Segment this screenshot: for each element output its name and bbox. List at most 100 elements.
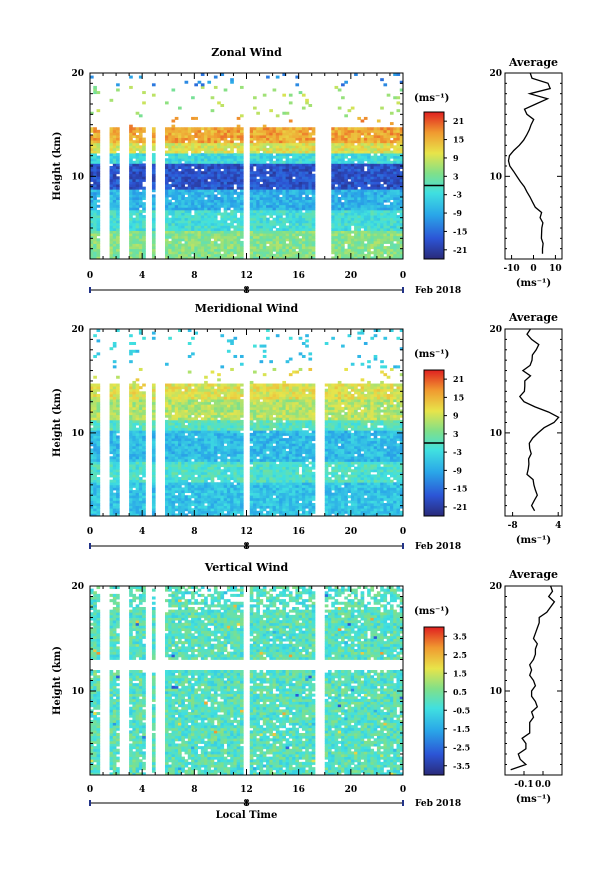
heatmap-cell	[164, 135, 169, 138]
heatmap-cell	[174, 166, 179, 169]
heatmap-cell	[213, 127, 218, 131]
heatmap-cell	[226, 240, 231, 244]
heatmap-cell	[96, 466, 101, 470]
heatmap-cell	[292, 127, 296, 131]
heatmap-cell	[354, 251, 358, 255]
heatmap-cell	[334, 225, 339, 229]
heatmap-cell	[266, 251, 270, 255]
heatmap-cell	[213, 228, 218, 231]
heatmap-cell	[178, 430, 182, 434]
heatmap-cell	[138, 505, 143, 509]
heatmap-cell	[223, 127, 228, 131]
heatmap-cell	[116, 386, 120, 390]
heatmap-cell	[129, 458, 133, 462]
heatmap-cell	[132, 220, 137, 224]
heatmap-cell	[305, 225, 309, 229]
heatmap-cell	[393, 222, 397, 226]
heatmap-cell	[116, 401, 120, 405]
heatmap-cell	[363, 230, 368, 234]
heatmap-cell	[305, 127, 309, 131]
heatmap-cell	[396, 147, 401, 151]
heatmap-cell	[135, 445, 140, 449]
heatmap-cell	[168, 383, 172, 387]
heatmap-cell	[295, 202, 300, 206]
heatmap-cell	[262, 142, 267, 146]
heatmap-cell	[135, 215, 140, 219]
heatmap-cell	[308, 253, 313, 257]
heatmap-cell	[200, 153, 205, 157]
heatmap-cell	[236, 124, 241, 128]
heatmap-cell	[207, 186, 212, 190]
heatmap-cell	[187, 163, 192, 167]
heatmap-cell	[301, 129, 306, 133]
heatmap-cell	[96, 150, 101, 154]
heatmap-cell	[217, 155, 221, 159]
heatmap-cell	[210, 140, 215, 144]
heatmap-cell	[93, 503, 97, 507]
heatmap-cell	[217, 132, 221, 136]
heatmap-cell	[256, 140, 260, 144]
heatmap-cell	[116, 251, 120, 255]
heatmap-cell	[357, 238, 362, 242]
heatmap-cell	[226, 222, 231, 226]
heatmap-cell	[226, 158, 231, 162]
heatmap-cell	[305, 173, 309, 177]
heatmap-cell	[292, 135, 296, 138]
heatmap-cell	[311, 158, 316, 162]
heatmap-cell	[207, 256, 212, 260]
heatmap-cell	[376, 178, 381, 182]
heatmap-cell	[129, 414, 133, 418]
heatmap-cell	[93, 150, 97, 154]
heatmap-cell	[217, 184, 221, 188]
heatmap-cell	[344, 168, 348, 172]
heatmap-cell	[138, 222, 143, 226]
heatmap-cell	[90, 412, 94, 416]
heatmap-cell	[168, 160, 172, 164]
heatmap-cell	[393, 251, 397, 255]
heatmap-cell	[396, 256, 401, 260]
heatmap-cell	[298, 233, 303, 237]
heatmap-cell	[96, 339, 101, 343]
heatmap-cell	[151, 412, 156, 416]
heatmap-cell	[262, 178, 267, 182]
heatmap-cell	[142, 487, 146, 491]
heatmap-cell	[164, 145, 169, 149]
heatmap-cell	[168, 497, 172, 501]
heatmap-cell	[220, 171, 225, 175]
heatmap-cell	[142, 155, 146, 159]
heatmap-cell	[396, 158, 401, 162]
heatmap-cell	[132, 482, 137, 486]
heatmap-cell	[331, 140, 335, 144]
heatmap-cell	[164, 251, 169, 255]
heatmap-cell	[360, 209, 365, 213]
heatmap-cell	[213, 204, 218, 208]
heatmap-cell	[168, 461, 172, 465]
heatmap-cell	[386, 248, 391, 252]
heatmap-cell	[275, 246, 280, 250]
heatmap-cell	[347, 230, 352, 234]
heatmap-cell	[90, 456, 94, 460]
heatmap-cell	[334, 147, 339, 151]
heatmap-cell	[187, 171, 192, 175]
heatmap-cell	[129, 471, 133, 475]
heatmap-cell	[298, 171, 303, 175]
heatmap-cell	[96, 189, 101, 193]
heatmap-cell	[311, 129, 316, 133]
heatmap-cell	[282, 248, 287, 252]
heatmap-cell	[285, 243, 290, 247]
heatmap-cell	[197, 197, 202, 200]
heatmap-cell	[90, 220, 94, 224]
heatmap-cell	[308, 191, 313, 195]
heatmap-cell	[383, 153, 388, 157]
heatmap-cell	[285, 251, 290, 255]
heatmap-cell	[132, 432, 137, 436]
heatmap-cell	[344, 129, 348, 133]
heatmap-cell	[399, 160, 404, 164]
heatmap-cell	[266, 129, 270, 133]
heatmap-cell	[396, 129, 401, 133]
heatmap-cell	[178, 393, 182, 397]
heatmap-cell	[311, 147, 316, 151]
heatmap-cell	[129, 212, 133, 216]
heatmap-cell	[90, 176, 94, 180]
heatmap-cell	[230, 248, 234, 252]
